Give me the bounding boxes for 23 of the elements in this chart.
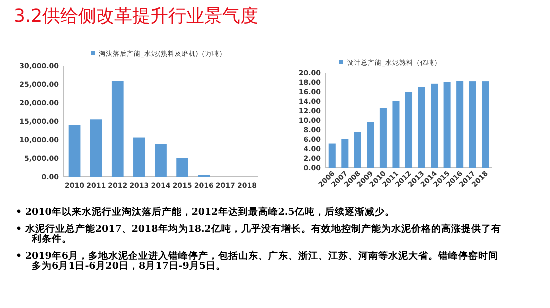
bar (405, 92, 413, 168)
bar (68, 125, 81, 177)
bar (354, 132, 362, 168)
bar (418, 87, 426, 168)
bar (90, 120, 102, 177)
text: • 水泥行业总产能2017、2018年均为18.2亿吨，几乎没有增长。有效地控制产能为水泥价格的高涨提供了有利条件。 (16, 224, 502, 246)
text: • 2019年6月，多地水泥企业进入错峰停产，包括山东、广东、浙江、江苏、河南等水泥大省。错峰停窑时间多为6月1日-6月20日，8月17日-9月5日。 (16, 250, 500, 272)
text: • 2010年以来水泥行业淘汰落后产能，2012年达到最高峰2.5亿吨，后续逐渐减少。 (16, 207, 396, 218)
bar (176, 158, 188, 177)
bar (155, 144, 167, 177)
bar (112, 81, 124, 177)
bar (380, 108, 387, 168)
bar (134, 138, 146, 177)
bar (456, 81, 464, 168)
bar (328, 144, 336, 168)
bar (469, 82, 476, 168)
bar (482, 82, 490, 168)
bar (392, 102, 400, 168)
text: 3.2供给侧改革提升行业景气度 (14, 5, 259, 28)
bar (431, 84, 438, 168)
bar (367, 122, 374, 168)
bar (444, 82, 451, 168)
bar (342, 139, 349, 168)
